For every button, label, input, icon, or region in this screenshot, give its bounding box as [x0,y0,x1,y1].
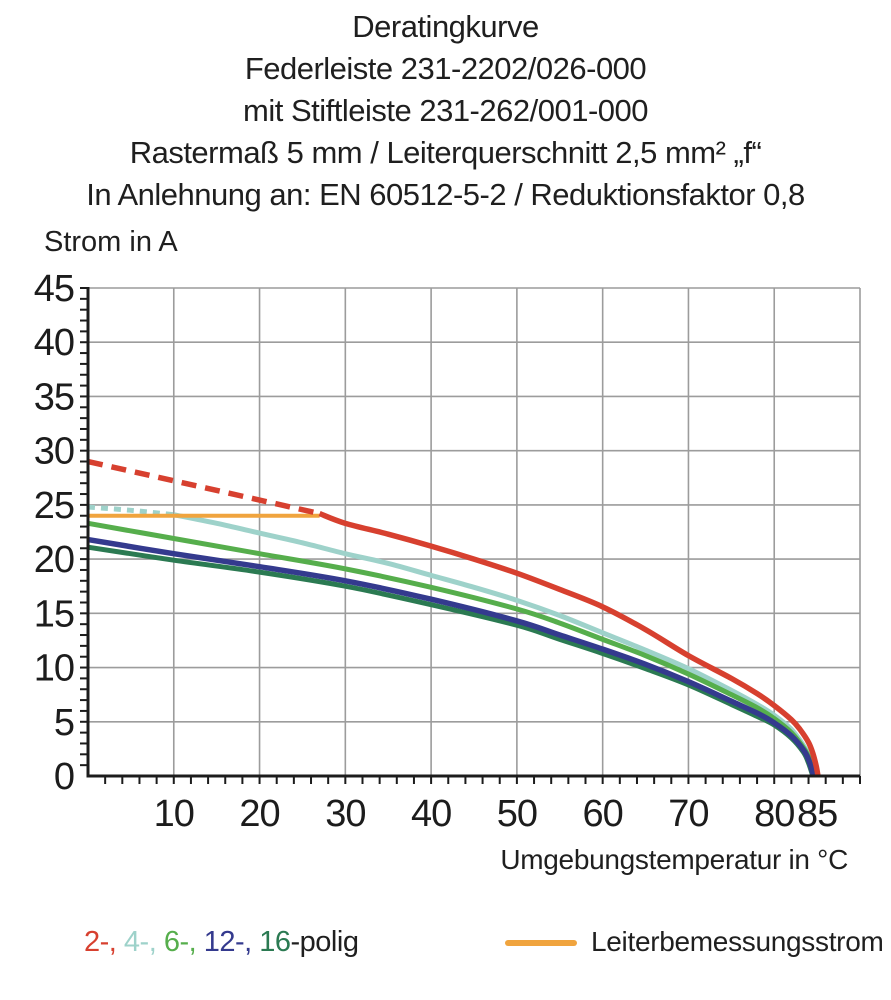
curve-2-polig [87,458,821,777]
title-line-3: mit Stiftleiste 231-262/001-000 [243,93,648,128]
x-tick-label: 80 [754,793,794,835]
title-line-5: In Anlehnung an: EN 60512-5-2 / Reduktio… [86,177,805,212]
x-tick-label: 85 [797,793,837,835]
derating-chart-svg: 0 5 10 15 20 25 30 35 40 45 10 20 30 40 50 60 70 80 85 [34,268,861,835]
tick-labels: 0 5 10 15 20 25 30 35 40 45 10 20 30 40 50 60 70 80 85 [34,268,839,835]
legend-rated-current: Leiterbemessungsstrom [505,926,884,958]
x-tick-label: 10 [154,793,194,835]
y-tick-label: 40 [34,322,74,364]
title-line-2: Federleiste 231-2202/026-000 [244,51,647,86]
legend-entry-16-polig: 16 [259,926,291,958]
legend-entry-12-polig: 12-, [203,926,260,958]
legend-entry-6-polig: 6-, [163,926,204,958]
y-tick-label: 30 [34,431,74,473]
legend-polig-suffix: -polig [290,926,359,958]
y-tick-label: 10 [34,648,74,690]
rated-current-line-swatch [505,940,577,946]
chart-title-block: Deratingkurve Federleiste 231-2202/026-0… [0,6,891,216]
y-tick-label: 15 [34,593,74,635]
curve-12-polig [87,536,817,777]
legend-entry-2-polig: 2-, [84,926,124,958]
x-tick-label: 40 [411,793,451,835]
x-axis-title: Umgebungstemperatur in °C [500,844,848,875]
plot-area: 0 5 10 15 20 25 30 35 40 45 10 20 30 40 50 60 70 80 85 [34,268,861,835]
x-tick-label: 50 [497,793,537,835]
title-line-4: Rastermaß 5 mm / Leiterquerschnitt 2,5 m… [129,135,762,170]
curve-4-polig [87,504,818,777]
y-tick-label: 5 [54,702,74,744]
x-tick-label: 30 [325,793,365,835]
y-tick-label: 0 [54,756,74,798]
x-tick-label: 70 [668,793,708,835]
y-tick-label: 35 [34,376,74,418]
y-tick-label: 45 [34,268,74,310]
legend-entry-4-polig: 4-, [123,926,164,958]
axes [80,287,861,784]
rated-current-label: Leiterbemessungsstrom [591,926,884,957]
x-tick-label: 60 [583,793,623,835]
y-tick-label: 25 [34,485,74,527]
x-tick-label: 20 [239,793,279,835]
title-line-1: Deratingkurve [352,9,539,44]
y-tick-label: 20 [34,539,74,581]
legend-pole-counts: 2-, 4-, 6-, 12-, 16-polig [84,926,359,959]
y-axis-title: Strom in A [44,226,178,258]
